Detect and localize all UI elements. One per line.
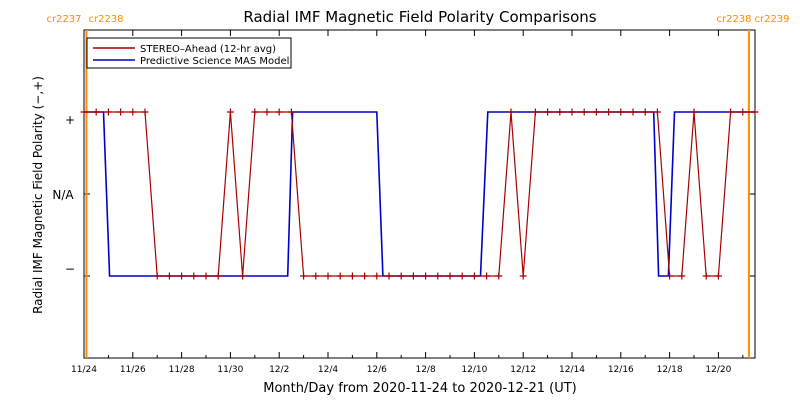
stereo-data-point bbox=[580, 108, 588, 116]
x-tick-label: 12/6 bbox=[367, 365, 387, 375]
stereo-data-point bbox=[190, 272, 198, 280]
legend-box bbox=[86, 37, 292, 69]
cr-label-start-right: cr2238 bbox=[88, 14, 123, 25]
stereo-data-point bbox=[739, 108, 747, 116]
stereo-data-point bbox=[373, 272, 381, 280]
carrington-lines bbox=[85, 30, 750, 358]
stereo-data-point bbox=[727, 108, 735, 116]
stereo-data-point bbox=[178, 272, 186, 280]
chart-title: Radial IMF Magnetic Field Polarity Compa… bbox=[243, 8, 596, 26]
stereo-data-point bbox=[519, 272, 527, 280]
series-layer bbox=[80, 108, 759, 280]
stereo-data-point bbox=[714, 272, 722, 280]
stereo-data-point bbox=[434, 272, 442, 280]
stereo-data-point bbox=[556, 108, 564, 116]
x-tick-label: 11/26 bbox=[120, 365, 146, 375]
stereo-data-point bbox=[226, 108, 234, 116]
x-axis-label: Month/Day from 2020-11-24 to 2020-12-21 … bbox=[263, 381, 576, 396]
stereo-data-point bbox=[690, 108, 698, 116]
stereo-data-point bbox=[617, 108, 625, 116]
stereo-data-point bbox=[678, 272, 686, 280]
stereo-data-point bbox=[702, 272, 710, 280]
x-axis-ticks: 11/24 11/26 11/28 11/30 12/2 12/4 12/6 12/8 12/1… bbox=[71, 30, 755, 375]
plot-frame bbox=[83, 29, 756, 359]
x-tick-label: 12/18 bbox=[657, 365, 683, 375]
x-tick-label: 11/28 bbox=[169, 365, 195, 375]
stereo-data-point bbox=[275, 108, 283, 116]
x-tick-label: 11/24 bbox=[71, 365, 97, 375]
x-tick-label: 12/4 bbox=[318, 365, 338, 375]
stereo-data-point bbox=[348, 272, 356, 280]
series-line-model bbox=[84, 111, 755, 277]
stereo-data-point bbox=[568, 108, 576, 116]
stereo-data-point bbox=[239, 272, 247, 280]
stereo-data-point bbox=[263, 108, 271, 116]
stereo-data-point bbox=[458, 272, 466, 280]
stereo-data-point bbox=[312, 272, 320, 280]
stereo-data-point bbox=[666, 272, 674, 280]
stereo-data-point bbox=[592, 108, 600, 116]
stereo-data-point bbox=[117, 108, 125, 116]
stereo-data-point bbox=[629, 108, 637, 116]
stereo-data-point bbox=[507, 108, 515, 116]
legend-label-stereo: STEREO–Ahead (12-hr avg) bbox=[140, 44, 276, 55]
stereo-data-point bbox=[165, 272, 173, 280]
y-tick-label-na: N/A bbox=[52, 188, 74, 202]
stereo-data-point bbox=[385, 272, 393, 280]
stereo-data-point bbox=[287, 108, 295, 116]
x-tick-label: 12/12 bbox=[510, 365, 536, 375]
legend: STEREO–Ahead (12-hr avg) Predictive Scie… bbox=[86, 37, 292, 69]
stereo-data-point bbox=[202, 272, 210, 280]
stereo-data-point bbox=[544, 108, 552, 116]
stereo-data-point bbox=[324, 272, 332, 280]
stereo-data-point bbox=[153, 272, 161, 280]
stereo-data-point bbox=[605, 108, 613, 116]
cr-label-end-right: cr2239 bbox=[754, 14, 789, 25]
stereo-data-point bbox=[104, 108, 112, 116]
stereo-data-point bbox=[470, 272, 478, 280]
x-tick-label: 12/10 bbox=[461, 365, 487, 375]
stereo-data-point bbox=[531, 108, 539, 116]
stereo-data-point bbox=[214, 272, 222, 280]
stereo-data-point bbox=[409, 272, 417, 280]
stereo-data-point bbox=[446, 272, 454, 280]
stereo-data-point bbox=[483, 272, 491, 280]
y-axis-label: Radial IMF Magnetic Field Polarity (−,+) bbox=[31, 76, 45, 314]
x-tick-label: 12/20 bbox=[705, 365, 731, 375]
stereo-data-point bbox=[495, 272, 503, 280]
y-tick-label-plus: + bbox=[65, 113, 75, 127]
stereo-data-point bbox=[422, 272, 430, 280]
stereo-data-point bbox=[92, 108, 100, 116]
y-tick-label-minus: − bbox=[65, 262, 75, 276]
x-tick-label: 12/16 bbox=[608, 365, 634, 375]
x-tick-label: 12/14 bbox=[559, 365, 585, 375]
cr-label-start-left: cr2237 bbox=[46, 14, 81, 25]
stereo-data-point bbox=[141, 108, 149, 116]
stereo-data-point bbox=[653, 108, 661, 116]
x-tick-label: 12/2 bbox=[269, 365, 289, 375]
stereo-data-point bbox=[129, 108, 137, 116]
legend-label-model: Predictive Science MAS Model bbox=[140, 56, 289, 67]
stereo-data-point bbox=[751, 108, 759, 116]
stereo-data-point bbox=[397, 272, 405, 280]
stereo-data-point bbox=[251, 108, 259, 116]
stereo-data-point bbox=[80, 108, 88, 116]
cr-label-end-left: cr2238 bbox=[716, 14, 751, 25]
stereo-data-point bbox=[361, 272, 369, 280]
stereo-data-point bbox=[336, 272, 344, 280]
x-tick-label: 11/30 bbox=[217, 365, 243, 375]
stereo-data-point bbox=[300, 272, 308, 280]
stereo-data-point bbox=[641, 108, 649, 116]
x-tick-label: 12/8 bbox=[415, 365, 435, 375]
